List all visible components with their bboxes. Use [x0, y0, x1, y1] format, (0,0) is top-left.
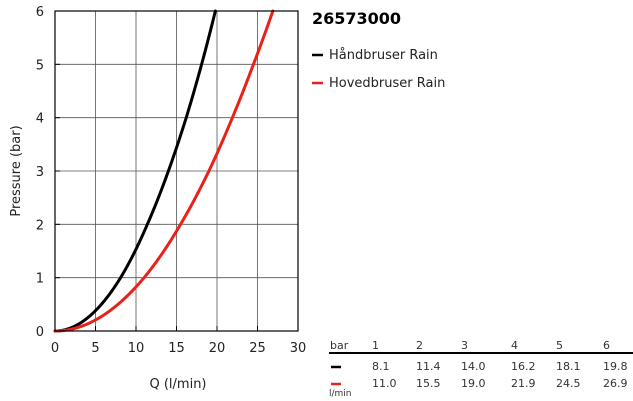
- axis-ticks: 0 5 10 15 20 25 30 0 1 2 3 4 5 6: [36, 5, 307, 356]
- x-tick-label: 10: [128, 341, 145, 356]
- chart-title: 26573000: [312, 9, 401, 28]
- data-table: bar 1 2 3 4 5 6 l/min 8.1 11.4 14.0 16.2 18.1 19.8…: [329, 339, 633, 399]
- y-tick-label: 3: [36, 165, 44, 180]
- table-cell: 16.2: [511, 360, 536, 373]
- y-tick-label: 6: [36, 5, 44, 20]
- x-tick-label: 5: [91, 341, 99, 356]
- table-cell: 21.9: [511, 377, 536, 390]
- y-tick-label: 1: [36, 272, 44, 287]
- legend: Håndbruser Rain Hovedbruser Rain: [312, 48, 445, 91]
- table-body: 8.1 11.4 14.0 16.2 18.1 19.8 11.0 15.5 19.0 21.9 2…: [372, 360, 628, 390]
- table-pressure-header: 5: [556, 339, 563, 352]
- table-pressure-header: 4: [511, 339, 518, 352]
- x-axis-label: Q (l/min): [149, 377, 206, 392]
- table-pressure-header: 1: [372, 339, 379, 352]
- series-line-hovedbruser: [53, 9, 275, 333]
- y-tick-label: 5: [36, 58, 44, 73]
- table-pressure-header: 3: [461, 339, 468, 352]
- table-cell: 18.1: [556, 360, 581, 373]
- series-lines: [53, 9, 275, 333]
- grid: [55, 11, 298, 331]
- legend-label-handbruser: Håndbruser Rain: [329, 48, 438, 63]
- table-pressure-headers: 1 2 3 4 5 6: [372, 339, 610, 352]
- legend-label-hovedbruser: Hovedbruser Rain: [329, 76, 445, 91]
- y-tick-label: 4: [36, 112, 44, 127]
- table-cell: 24.5: [556, 377, 581, 390]
- table-cell: 26.9: [603, 377, 628, 390]
- x-tick-label: 25: [249, 341, 266, 356]
- table-header-label: bar: [330, 339, 349, 352]
- table-cell: 19.0: [461, 377, 486, 390]
- x-tick-label: 20: [209, 341, 226, 356]
- table-pressure-header: 2: [416, 339, 423, 352]
- y-tick-label: 2: [36, 218, 44, 233]
- table-pressure-header: 6: [603, 339, 610, 352]
- x-tick-label: 30: [290, 341, 307, 356]
- table-cell: 15.5: [416, 377, 441, 390]
- x-tick-label: 15: [168, 341, 185, 356]
- x-tick-label: 0: [51, 341, 59, 356]
- y-axis-label: Pressure (bar): [9, 125, 24, 216]
- table-cell: 14.0: [461, 360, 486, 373]
- table-cell: 8.1: [372, 360, 390, 373]
- table-unit-label: l/min: [329, 389, 352, 399]
- table-cell: 11.0: [372, 377, 397, 390]
- y-tick-label: 0: [36, 325, 44, 340]
- series-line-handbruser: [53, 9, 217, 333]
- table-cell: 19.8: [603, 360, 628, 373]
- table-cell: 11.4: [416, 360, 441, 373]
